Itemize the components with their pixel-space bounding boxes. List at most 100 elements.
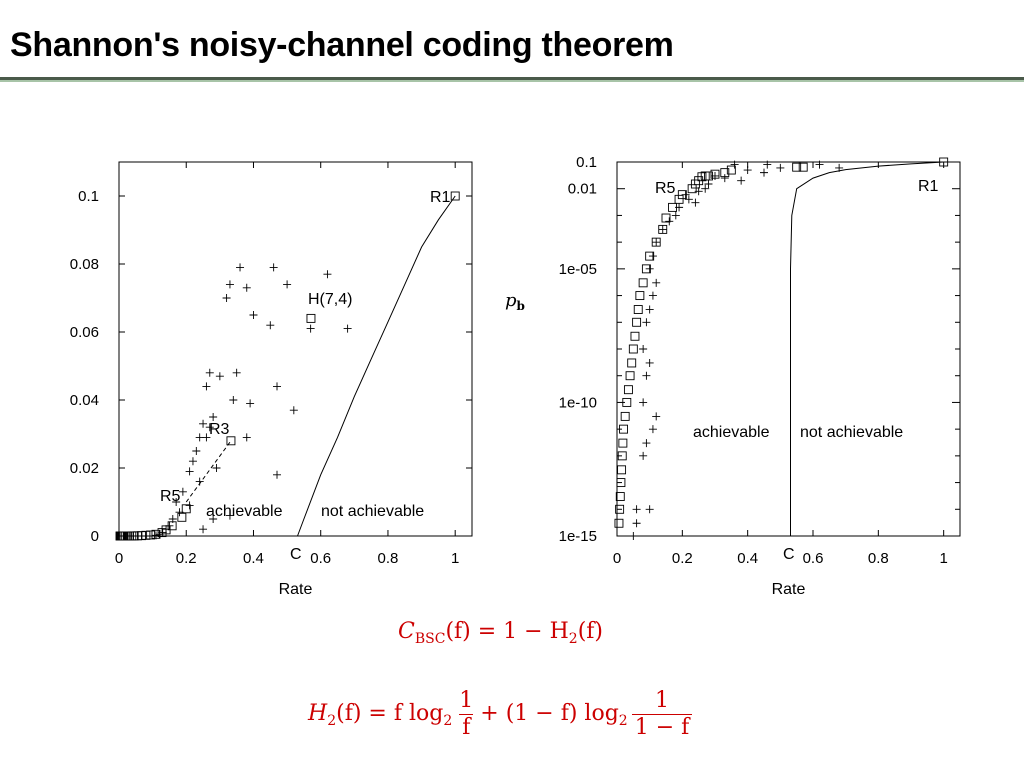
code-point-plus [648,252,657,261]
code-point-square [627,358,637,368]
code-point-square [615,504,625,514]
code-point-plus [215,372,224,381]
annotation-c: C [783,546,795,563]
code-point-plus [232,368,241,377]
annotation-r1: R1 [430,189,451,206]
code-point-square [726,165,736,175]
code-point-plus [225,280,234,289]
pb-subscript: b [516,299,525,313]
code-point-plus [185,501,194,510]
eq-h2-lhs: H [308,700,328,726]
code-point-plus [192,447,201,455]
y-tick-label: 0 [91,528,99,545]
eq-h2-frac1-num: 1 [459,688,474,713]
code-point-square [617,451,627,461]
code-point-square [614,518,624,528]
code-point-plus [165,521,174,530]
code-point-square [798,162,808,172]
y-tick-label: 0.01 [568,181,597,198]
annotation-r5: R5 [655,180,676,197]
code-point-plus [246,399,255,408]
code-point-plus [199,419,208,428]
right-chart: 0 0.2 0.4 0.6 0.8 1 0.1 0.01 1e-05 1e-10 1e-15 Rate… [559,154,961,598]
code-point-plus [273,470,282,479]
code-point-plus [639,345,648,353]
annotation-c: C [290,546,302,563]
code-point-plus [175,508,184,517]
x-tick-label: 0.4 [243,550,264,567]
y-tick-label: 0.1 [576,154,597,171]
code-point-square [616,478,626,488]
code-point-plus [652,412,661,421]
title-rule-accent [0,80,1024,82]
code-point-plus [645,358,654,367]
code-point-plus [242,283,251,292]
code-point-square [618,438,628,448]
eq-h2-frac2-num: 1 [654,688,669,713]
code-point-square [306,313,316,323]
eq-h2-frac2-den: 1 − f [631,714,693,741]
eq-bsc-symbol: C [398,619,415,644]
code-point-square [630,331,640,341]
code-point-square [792,162,802,172]
code-point-plus [652,278,661,287]
y-tick-label: 1e-10 [559,394,597,411]
annotation-r3: R3 [209,421,230,438]
code-point-square [633,305,643,314]
slide-title: Shannon's noisy-channel coding theorem [10,26,674,64]
code-point-plus [720,174,729,183]
eq-h2-lhs-sub: 2 [327,712,337,729]
code-point-plus [249,311,258,319]
code-point-plus [172,498,181,506]
code-point-plus [760,168,768,177]
code-point-plus [283,280,292,289]
code-point-plus [639,451,648,460]
plot-frame [118,161,473,537]
code-point-plus [632,505,641,514]
annotation-achievable: achievable [693,424,770,441]
code-point-plus [151,531,160,540]
code-point-plus [730,160,739,169]
code-point-square [177,512,187,522]
code-point-plus [202,382,211,391]
code-point-plus [209,413,218,421]
x-tick-label: 0.8 [378,550,399,567]
eq-h2-mid2: + (1 − f) log [480,700,619,726]
code-point-plus [675,203,684,212]
code-point-square [628,344,638,354]
code-point-plus [273,382,282,391]
eq-bsc-rhs-tail: (f) [577,619,604,644]
code-point-plus [815,160,824,169]
code-point-plus [639,398,648,407]
code-point-plus [269,263,278,272]
x-tick-label: 1 [451,550,459,567]
annotation-achievable: achievable [206,503,283,520]
x-axis-label: Rate [772,581,806,598]
code-point-plus [632,519,641,528]
code-point-plus [681,190,690,199]
code-point-plus [763,160,772,169]
code-point-plus [225,511,234,520]
eq-h2-frac1-den: f [459,714,474,741]
code-point-square [615,492,625,501]
eq-bsc-sub: BSC [414,631,446,647]
code-point-square [622,397,632,407]
code-point-square [632,317,642,327]
y-tick-label: 0.08 [70,256,99,273]
code-point-square [619,424,628,434]
code-point-plus [642,371,651,380]
code-point-plus [242,433,251,442]
code-point-square [690,179,700,189]
code-point-square [617,465,627,475]
code-point-plus [737,176,746,185]
code-point-plus [306,324,315,333]
y-tick-label: 0.04 [70,392,99,409]
code-point-square [661,213,671,223]
code-point-plus [645,305,654,314]
code-point-plus [629,532,638,540]
code-point-plus [266,321,275,330]
code-point-plus [202,433,211,442]
code-point-plus [205,368,214,377]
eq-bsc-rhs-sub: 2 [568,631,578,647]
